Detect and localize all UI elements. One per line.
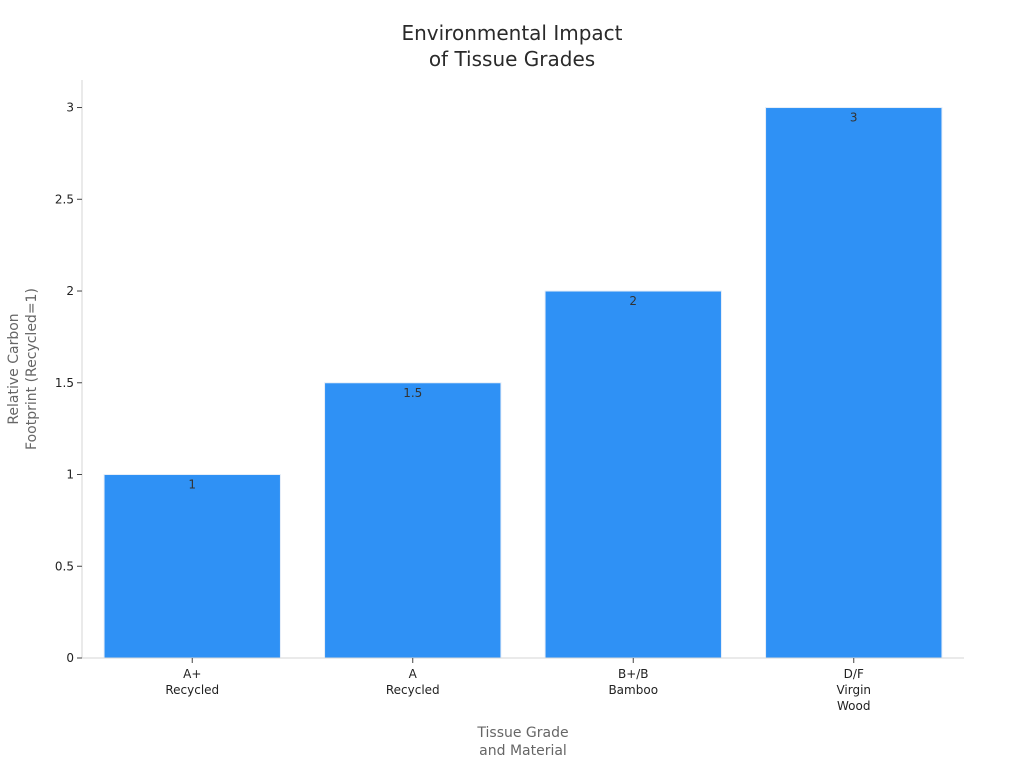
x-tick-label-line: Recycled: [386, 683, 440, 697]
x-tick-label-2: B+/B Bamboo: [608, 667, 658, 697]
y-axis-title-line-1: Relative Carbon: [6, 313, 22, 424]
x-tick-label-line: D/F: [844, 667, 864, 681]
y-axis-title-line-2: Footprint (Recycled=1): [24, 288, 40, 450]
x-tick-label-line: Virgin: [836, 683, 871, 697]
x-tick-label-line: Recycled: [165, 683, 219, 697]
data-label-2: 2: [629, 294, 637, 308]
x-tick-label-line: Wood: [837, 699, 870, 713]
x-tick-label-3: D/F Virgin Wood: [836, 667, 871, 713]
x-tick-label-line: A+: [183, 667, 201, 681]
x-tick-label-1: A Recycled: [386, 667, 440, 697]
x-tick-label-line: Bamboo: [608, 683, 658, 697]
y-tick-label-6: 3: [66, 101, 74, 115]
chart-title-line-1: Environmental Impact: [401, 21, 622, 45]
bar-2: [544, 290, 722, 659]
x-axis-title-line-2: and Material: [479, 743, 567, 759]
x-axis-title-line-1: Tissue Grade: [476, 725, 568, 741]
x-tick-label-line: A: [409, 667, 418, 681]
y-tick-label-4: 2: [66, 284, 74, 298]
chart-title-line-2: of Tissue Grades: [429, 47, 595, 71]
data-label-3: 3: [850, 111, 858, 125]
x-tick-label-line: B+/B: [618, 667, 649, 681]
data-label-0: 1: [188, 478, 196, 492]
y-tick-label-1: 0.5: [55, 559, 74, 573]
bar-1: [324, 382, 502, 659]
bar-0: [103, 474, 281, 659]
y-ticks-layer: 0 0.5 1 1.5 2 2.5 3: [55, 101, 82, 665]
x-ticks-layer: A+ Recycled A Recycled B+/B Bamboo D/F Virgin Wo…: [165, 658, 871, 713]
y-tick-label-0: 0: [66, 651, 74, 665]
data-labels-layer: 1 1.5 2 3: [188, 111, 857, 492]
y-tick-label-3: 1.5: [55, 376, 74, 390]
bar-3: [765, 107, 943, 659]
y-tick-label-2: 1: [66, 468, 74, 482]
x-tick-label-0: A+ Recycled: [165, 667, 219, 697]
bars-layer: [103, 107, 943, 659]
data-label-1: 1.5: [403, 386, 422, 400]
y-tick-label-5: 2.5: [55, 192, 74, 206]
